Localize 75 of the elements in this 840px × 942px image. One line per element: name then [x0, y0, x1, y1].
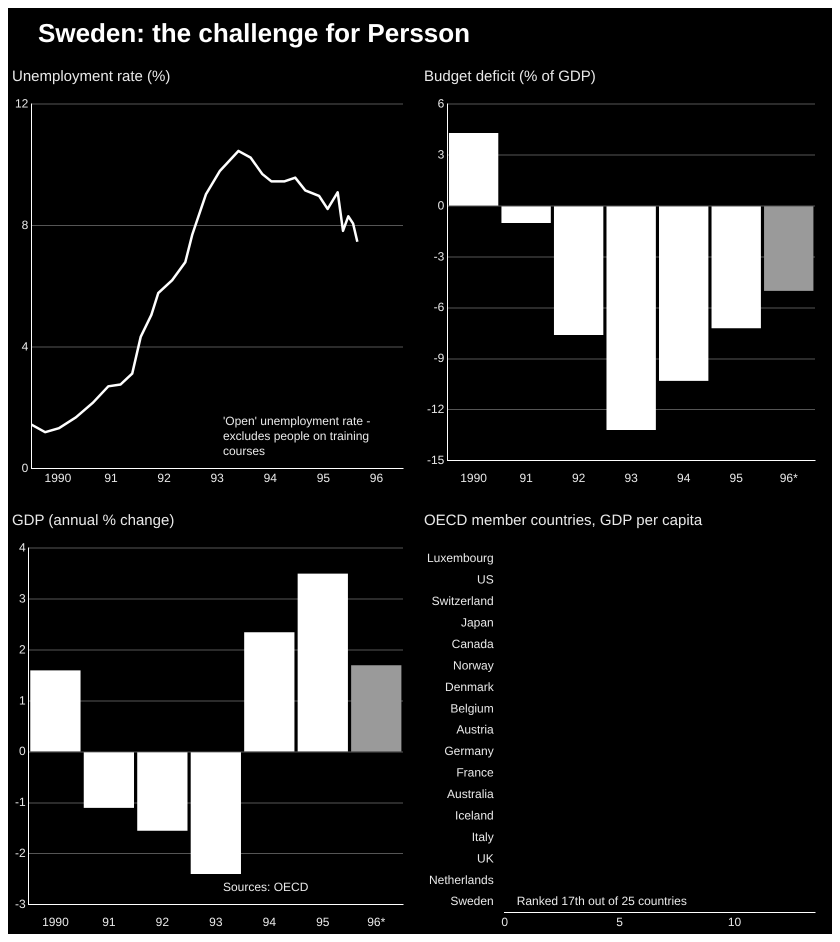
y-tick-label: 0	[18, 744, 26, 758]
y-tick-label: 4	[18, 540, 26, 555]
y-tick-label: Australia	[447, 787, 494, 802]
x-tick-label: 95	[316, 915, 330, 930]
x-tick-label: 0	[501, 915, 508, 930]
x-tick-label: 96*	[367, 915, 386, 930]
x-tick-label: 92	[572, 471, 586, 486]
y-tick-label: Belgium	[450, 701, 494, 716]
y-tick-label: 2	[18, 642, 26, 656]
y-tick-label: -2	[15, 846, 26, 860]
y-tick-label: Denmark	[445, 680, 495, 694]
y-tick-label: Japan	[461, 616, 494, 630]
bar	[244, 632, 294, 752]
annotation: Sources: OECD	[223, 880, 309, 894]
x-tick-label: 95	[316, 471, 330, 486]
bar	[84, 752, 134, 808]
y-tick-label: 8	[22, 218, 29, 232]
chart-subtitle: GDP (annual % change)	[12, 512, 176, 531]
y-tick-label: -1	[15, 795, 26, 810]
x-tick-label: 96*	[780, 471, 798, 486]
y-tick-label: Austria	[456, 722, 494, 737]
x-tick-label: 1990	[42, 915, 70, 930]
x-tick-label: 1990	[44, 471, 72, 486]
y-tick-label: 1	[18, 693, 26, 708]
y-tick-label: Germany	[444, 744, 494, 758]
y-tick-label: -9	[434, 351, 445, 366]
x-tick-label: 92	[157, 471, 172, 486]
y-tick-label: -15	[427, 452, 445, 467]
x-tick-label: 93	[209, 915, 223, 930]
y-tick-label: 12	[14, 96, 29, 111]
y-tick-label: Switzerland	[432, 594, 494, 608]
y-tick-label: 3	[18, 591, 26, 606]
annotation: 'Open' unemployment rate - excludes people on training courses	[223, 414, 370, 458]
y-tick-label: 3	[438, 147, 445, 162]
y-tick-label: Canada	[452, 636, 494, 651]
annotation: Ranked 17th out of 25 countries	[516, 894, 687, 908]
bar	[190, 752, 241, 874]
chart-subtitle: OECD member countries, GDP per capita	[424, 512, 704, 531]
chart-subtitle: Budget deficit (% of GDP)	[424, 68, 597, 87]
y-tick-label: Iceland	[455, 808, 494, 822]
x-tick-label: 91	[102, 915, 116, 930]
x-tick-label: 10	[728, 915, 742, 930]
y-tick-label: Sweden	[450, 894, 494, 908]
y-tick-label: -6	[434, 300, 445, 314]
x-tick-label: 5	[616, 915, 624, 930]
y-tick-label: 0	[22, 460, 29, 475]
y-tick-label: Netherlands	[428, 872, 494, 887]
y-tick-label: -3	[434, 249, 445, 264]
x-tick-label: 94	[264, 471, 278, 486]
x-tick-label: 94	[677, 471, 691, 486]
bar	[298, 574, 348, 752]
x-tick-label: 96	[370, 471, 384, 486]
x-tick-label: 92	[156, 915, 170, 930]
y-tick-label: France	[456, 766, 494, 780]
y-tick-label: Italy	[472, 830, 494, 844]
y-tick-label: UK	[477, 851, 494, 866]
y-tick-label: US	[477, 572, 494, 587]
bar	[351, 665, 402, 752]
x-tick-label: 95	[730, 471, 744, 486]
chart-title: Sweden: the challenge for Persson	[37, 17, 471, 50]
y-tick-label: 4	[22, 339, 29, 354]
x-tick-label: 93	[624, 471, 638, 486]
x-tick-label: 94	[262, 915, 276, 930]
x-tick-label: 91	[104, 471, 118, 486]
y-tick-label: 6	[438, 96, 445, 111]
y-tick-label: 0	[438, 198, 445, 212]
x-tick-label: 93	[210, 471, 224, 486]
x-tick-label: 91	[519, 471, 534, 486]
y-tick-label: -12	[427, 402, 445, 416]
y-tick-label: Norway	[453, 658, 494, 672]
bar	[137, 752, 188, 831]
x-tick-label: 1990	[460, 471, 488, 486]
chart-subtitle: Unemployment rate (%)	[12, 68, 172, 87]
y-tick-label: Luxembourg	[426, 551, 494, 566]
y-tick-label: -3	[15, 896, 26, 911]
